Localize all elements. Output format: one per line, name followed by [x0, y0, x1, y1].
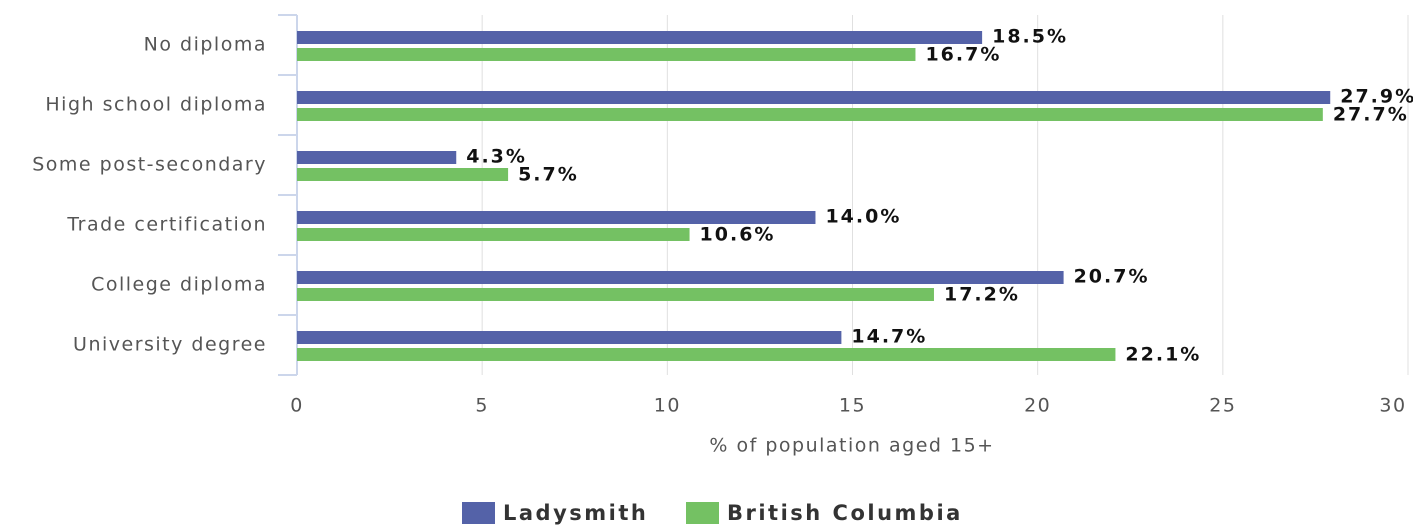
value-label: 17.2% — [944, 284, 1020, 306]
legend-swatch — [686, 502, 719, 524]
bar — [297, 348, 1116, 361]
bar — [297, 168, 509, 181]
x-tick-label: 0 — [290, 395, 304, 417]
y-tick-label: Some post-secondary — [32, 154, 267, 176]
y-tick-label: No diploma — [144, 34, 267, 56]
value-label: 4.3% — [466, 146, 527, 168]
y-tick-label: High school diploma — [45, 94, 267, 116]
value-label: 20.7% — [1074, 266, 1150, 288]
x-tick-label: 30 — [1379, 395, 1406, 417]
value-label: 18.5% — [992, 26, 1068, 48]
x-axis-title: % of population aged 15+ — [709, 435, 994, 457]
value-label: 14.7% — [851, 326, 927, 348]
x-tick-label: 5 — [475, 395, 489, 417]
legend-label: Ladysmith — [503, 501, 648, 525]
bar — [297, 211, 816, 224]
value-label: 16.7% — [925, 44, 1001, 66]
y-tick-label: College diploma — [91, 274, 267, 296]
bar — [297, 228, 690, 241]
bar — [297, 271, 1064, 284]
x-tick-label: 15 — [839, 395, 866, 417]
bar — [297, 48, 916, 61]
bar — [297, 288, 934, 301]
legend-swatch — [462, 502, 495, 524]
bar — [297, 91, 1331, 104]
value-label: 10.6% — [700, 224, 776, 246]
value-label: 27.7% — [1333, 104, 1409, 126]
y-tick-label: Trade certification — [66, 214, 267, 236]
y-tick-label: University degree — [73, 334, 267, 356]
value-label: 27.9% — [1340, 86, 1413, 108]
bar — [297, 31, 983, 44]
bar — [297, 108, 1323, 121]
x-tick-label: 25 — [1209, 395, 1236, 417]
x-tick-label: 10 — [654, 395, 681, 417]
bar — [297, 331, 842, 344]
value-label: 5.7% — [518, 164, 579, 186]
value-label: 22.1% — [1125, 344, 1201, 366]
legend-label: British Columbia — [727, 501, 963, 525]
value-label: 14.0% — [825, 206, 901, 228]
bar — [297, 151, 457, 164]
x-tick-label: 20 — [1024, 395, 1051, 417]
